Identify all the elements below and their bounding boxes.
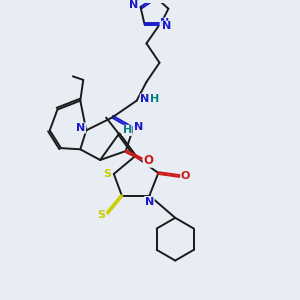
- Text: S: S: [103, 169, 111, 179]
- Text: N: N: [129, 1, 139, 10]
- Text: O: O: [143, 154, 153, 167]
- Text: N: N: [76, 123, 86, 133]
- Text: N: N: [145, 196, 154, 206]
- Text: S: S: [98, 210, 106, 220]
- Text: N: N: [140, 94, 150, 104]
- Text: N: N: [160, 18, 170, 28]
- Text: H: H: [150, 94, 160, 104]
- Text: H: H: [122, 125, 132, 135]
- Text: N: N: [134, 122, 143, 132]
- Text: O: O: [181, 171, 190, 181]
- Text: N: N: [162, 21, 171, 31]
